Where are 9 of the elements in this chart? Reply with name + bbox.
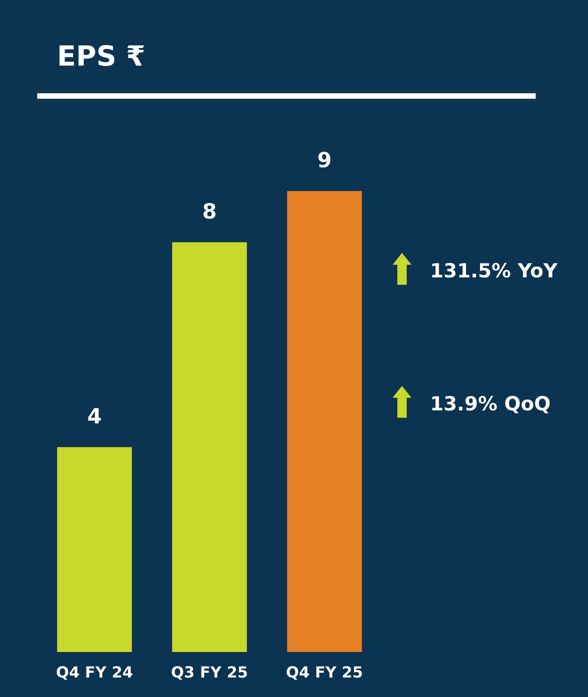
data-label: 4 <box>88 408 101 424</box>
chart-title: EPS ₹ <box>60 45 144 66</box>
data-label: 9 <box>318 152 330 168</box>
data-label: 8 <box>204 202 216 219</box>
x-tick-label: Q4 FY 24 <box>56 666 132 680</box>
x-tick-label: Q3 FY 25 <box>172 666 247 680</box>
text: 131.5% YoY <box>432 262 558 278</box>
text: 13.9% QoQ <box>432 396 550 414</box>
x-tick-label: Q4 FY 25 <box>286 666 362 680</box>
